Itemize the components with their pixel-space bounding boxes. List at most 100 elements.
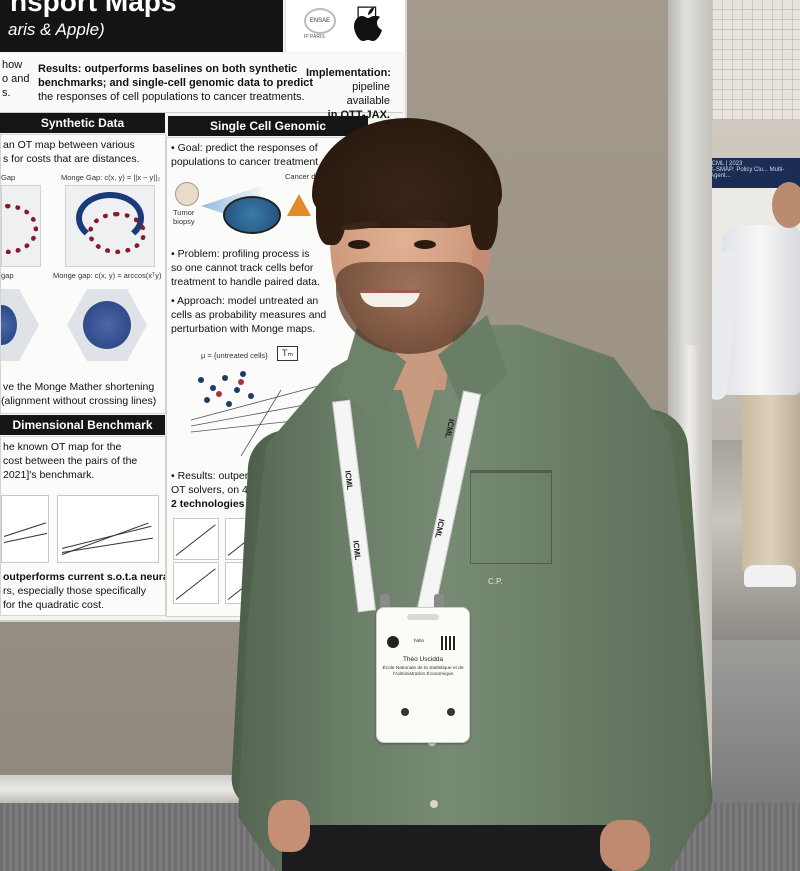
plot-dots	[1, 204, 38, 254]
ceiling-grid	[712, 0, 800, 120]
poster-affiliation: aris & Apple)	[8, 20, 105, 39]
approach-line: cells as probability measures and	[171, 309, 327, 321]
problem-line: so one cannot track cells befor	[171, 262, 314, 274]
sphere-disc-right	[83, 301, 131, 349]
hand-icon	[175, 182, 199, 206]
far-banner-title: ICML | 2023	[710, 161, 743, 167]
plot-dots	[88, 212, 146, 254]
ensae-logo: ENSAE	[304, 8, 336, 34]
badge-logo-icon	[387, 636, 399, 648]
benchmark-footer-line: for the quadratic cost.	[3, 599, 104, 611]
man-smile	[360, 290, 420, 307]
graph-line	[175, 524, 216, 556]
results-line: 2 technologies	[171, 498, 245, 510]
synthetic-plot-1a	[1, 185, 41, 267]
scatter-diagram	[190, 371, 342, 457]
poster-intro-row: how o and s. Results: outperforms baseli…	[0, 54, 403, 121]
cell-population-icon	[223, 196, 281, 234]
monge-gap-label-1: Monge Gap: c(x, y) = ||x − y||₂	[61, 173, 161, 182]
background-person-shoe	[744, 565, 796, 587]
intro-results-line: benchmarks; and single-cell genomic data…	[38, 77, 314, 89]
intro-left-line: s.	[2, 87, 11, 99]
synthetic-line: an OT map between various	[3, 139, 135, 151]
man-hair-left	[316, 175, 346, 245]
man-shirt-pocket	[470, 470, 552, 564]
benchmark-graph-2	[57, 495, 159, 563]
benchmark-footer-line: rs, especially those specifically	[3, 585, 146, 597]
results-scatter-3	[173, 562, 219, 604]
benchmark-line: cost between the pairs of the	[3, 455, 138, 467]
poster-title: nsport Maps	[10, 0, 177, 17]
badge-clip-left	[380, 594, 390, 610]
badge-org-short: hahn	[413, 638, 424, 643]
badge-icon-right	[447, 708, 455, 716]
man-right-eye	[414, 240, 436, 249]
cancer-drug-label: Cancer drug	[285, 172, 327, 181]
intro-impl-line: pipeline available	[346, 81, 390, 107]
man-left-eye	[348, 240, 370, 249]
mu-label: μ = {untreated cells}	[201, 351, 268, 360]
ensae-logo-subtitle: IP PARIS	[304, 34, 325, 40]
intro-results-line: Results: outperforms baselines on both s…	[38, 63, 298, 75]
badge-clip-right	[434, 594, 444, 610]
badge-organization: École Nationale de la Statistique et de …	[382, 666, 464, 677]
approach-line: perturbation with Monge maps.	[171, 323, 316, 335]
intro-results-line: the responses of cell populations to can…	[38, 91, 305, 103]
intro-implementation-text: Implementation: pipeline available in OT…	[306, 66, 391, 122]
poster-header: nsport Maps aris & Apple)	[0, 0, 283, 52]
benchmark-line: he known OT map for the	[3, 441, 122, 453]
graph-line	[175, 568, 216, 600]
t-map-label: Tₘ	[277, 346, 299, 361]
synthetic-line: s for costs that are distances.	[3, 153, 140, 165]
background-person-head	[772, 182, 800, 228]
apple-icon	[354, 7, 382, 41]
logo-box: ENSAE IP PARIS 	[285, 0, 404, 52]
intro-left-line: how	[2, 59, 23, 71]
benchmark-line: 2021]'s benchmark.	[3, 469, 95, 481]
shirt-button	[430, 800, 438, 808]
synthetic-footer-line: ve the Monge Mather shortening	[3, 381, 155, 393]
single-cell-header: Single Cell Genomic	[168, 116, 368, 136]
conference-badge: hahn Théo Uscidda École Nationale de la …	[376, 607, 470, 743]
plot-ring	[76, 192, 144, 244]
problem-line: treatment to handle paired data.	[171, 276, 320, 288]
approach-line: • Approach: model untreated an	[171, 295, 319, 307]
background-person-pants	[742, 392, 800, 572]
results-scatter-1	[173, 518, 219, 560]
results-line: OT solvers, on 4	[171, 484, 248, 496]
problem-line: • Problem: profiling process is	[171, 248, 310, 260]
tumor-biopsy-label: Tumor biopsy	[173, 208, 195, 226]
far-banner-sub: K-SMAP: Policy Clu... Multi-Agent...	[710, 167, 785, 179]
benchmark-footer-line: outperforms current s.o.t.a neural	[3, 571, 166, 583]
synthetic-data-panel: an OT map between various s for costs th…	[0, 134, 166, 414]
badge-icon-left	[401, 708, 409, 716]
badge-name: Théo Uscidda	[402, 656, 444, 663]
gap-left-label-2: gap	[1, 271, 14, 280]
man-trousers	[282, 825, 612, 871]
benchmark-header: Dimensional Benchmark	[0, 415, 165, 435]
intro-results-text: Results: outperforms baselines on both s…	[38, 62, 313, 104]
man-right-hand	[600, 820, 650, 871]
intro-impl-line: Implementation:	[306, 67, 391, 79]
goal-line: populations to cancer treatment	[171, 156, 319, 168]
badge-slot	[407, 614, 439, 620]
benchmark-graph-1	[1, 495, 49, 563]
drug-triangle-icon	[287, 194, 311, 216]
badge-qr-code-icon	[441, 636, 455, 650]
shirt-logo: C.P.	[488, 577, 503, 586]
benchmark-panel: he known OT map for the cost between the…	[0, 436, 166, 616]
monge-gap-label-2: Monge gap: c(x, y) = arccos(xᵀy)	[53, 271, 162, 280]
goal-line: • Goal: predict the responses of	[171, 142, 318, 154]
intro-left-line: o and	[2, 73, 30, 85]
gap-left-label: Gap	[1, 173, 16, 182]
sphere-disc-left	[1, 305, 17, 345]
results-line: • Results: outper	[171, 470, 249, 482]
intro-left-text: how o and s.	[2, 58, 30, 100]
synthetic-footer-line: (alignment without crossing lines)	[1, 395, 157, 407]
graph-line	[61, 522, 149, 555]
man-left-hand	[268, 800, 310, 852]
synthetic-data-header: Synthetic Data	[0, 113, 165, 133]
synthetic-plot-1b	[65, 185, 155, 267]
man-hair-right	[470, 170, 498, 250]
